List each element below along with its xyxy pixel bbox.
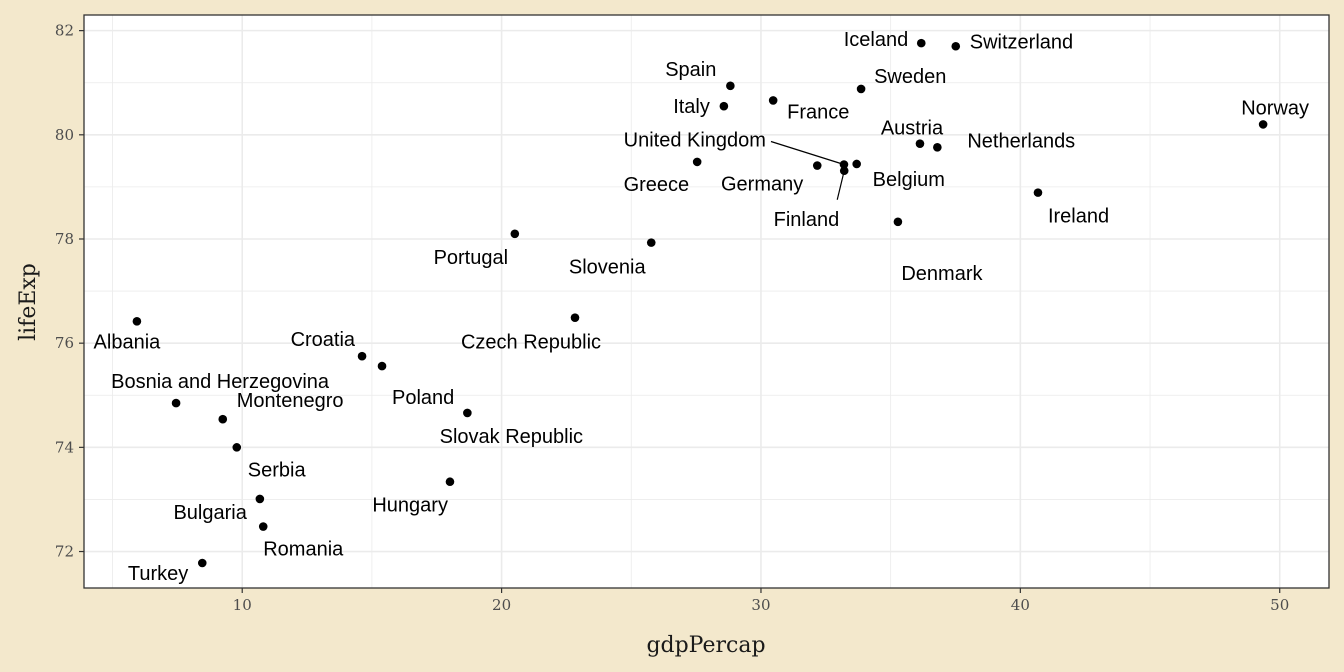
- y-tick-label: 76: [55, 334, 74, 352]
- point-finland: [839, 166, 849, 176]
- label-albania: Albania: [94, 331, 162, 353]
- point-austria: [915, 139, 925, 148]
- point-spain: [726, 81, 735, 91]
- label-spain: Spain: [665, 59, 716, 81]
- point-poland: [377, 361, 387, 371]
- y-tick-label: 78: [55, 230, 74, 248]
- label-ireland: Ireland: [1048, 206, 1109, 228]
- label-united-kingdom: United Kingdom: [624, 130, 766, 152]
- label-sweden: Sweden: [874, 66, 946, 88]
- label-italy: Italy: [673, 96, 710, 118]
- y-tick-label: 72: [55, 543, 74, 561]
- point-serbia: [232, 443, 242, 452]
- point-netherlands: [933, 143, 942, 152]
- label-leader-lines: [770, 140, 845, 200]
- leader-line-united-kingdom: [770, 140, 845, 166]
- label-bosnia-and-herzegovina: Bosnia and Herzegovina: [111, 371, 330, 393]
- plot-border: [83, 14, 1330, 589]
- point-sweden: [856, 84, 866, 94]
- label-greece: Greece: [624, 174, 690, 196]
- point-italy: [719, 101, 729, 111]
- label-switzerland: Switzerland: [970, 31, 1073, 53]
- label-denmark: Denmark: [901, 263, 983, 285]
- plot-background: [84, 15, 1329, 588]
- label-hungary: Hungary: [372, 495, 448, 517]
- x-axis-ticks: 10 20 30 40 50: [233, 588, 1289, 614]
- label-romania: Romania: [263, 539, 344, 561]
- point-croatia: [357, 351, 367, 361]
- leader-line-finland: [836, 170, 845, 200]
- y-axis-title: lifeExp: [16, 263, 41, 341]
- point-greece: [692, 157, 702, 167]
- point-france: [768, 96, 778, 105]
- point-ireland: [1033, 188, 1043, 197]
- point-czech-republic: [570, 313, 580, 322]
- y-axis-ticks: 72 74 76 78 80 82: [55, 22, 84, 561]
- label-portugal: Portugal: [434, 247, 509, 269]
- label-finland: Finland: [774, 209, 840, 231]
- point-slovenia: [646, 238, 656, 247]
- point-denmark: [893, 217, 903, 227]
- x-tick-label: 30: [751, 596, 770, 614]
- label-czech-republic: Czech Republic: [461, 332, 601, 354]
- y-tick-label: 80: [55, 126, 74, 144]
- label-bulgaria: Bulgaria: [173, 502, 247, 524]
- point-labels: Albania Austria Belgium Bosnia and Herzegov…: [94, 29, 1309, 585]
- point-romania: [258, 522, 268, 531]
- label-slovenia: Slovenia: [569, 257, 647, 279]
- point-switzerland: [951, 41, 961, 51]
- point-belgium: [852, 159, 861, 169]
- point-bosnia-and-herzegovina: [171, 398, 181, 408]
- label-slovak-republic: Slovak Republic: [440, 426, 583, 448]
- point-portugal: [510, 229, 520, 239]
- label-austria: Austria: [881, 118, 944, 140]
- point-iceland: [916, 38, 926, 48]
- point-germany: [812, 161, 822, 170]
- grid-lines: [84, 15, 1329, 588]
- point-albania: [132, 316, 142, 326]
- label-germany: Germany: [721, 174, 803, 196]
- x-axis-title: gdpPercap: [646, 633, 765, 658]
- label-belgium: Belgium: [873, 169, 945, 191]
- point-norway: [1258, 120, 1268, 129]
- data-points: [132, 38, 1268, 568]
- label-iceland: Iceland: [844, 29, 909, 51]
- point-hungary: [445, 477, 455, 487]
- label-netherlands: Netherlands: [967, 130, 1075, 152]
- y-tick-label: 82: [55, 22, 74, 40]
- x-tick-label: 10: [233, 596, 252, 614]
- label-poland: Poland: [392, 387, 454, 409]
- point-united-kingdom: [839, 160, 849, 169]
- label-norway: Norway: [1241, 97, 1309, 119]
- point-montenegro: [218, 414, 228, 424]
- point-turkey: [197, 558, 207, 568]
- y-tick-label: 74: [55, 438, 74, 456]
- x-tick-label: 40: [1011, 596, 1030, 614]
- label-croatia: Croatia: [291, 329, 356, 351]
- label-france: France: [787, 101, 849, 123]
- label-montenegro: Montenegro: [237, 390, 344, 412]
- point-slovak-republic: [463, 408, 472, 418]
- x-tick-label: 20: [492, 596, 511, 614]
- point-bulgaria: [255, 494, 265, 504]
- label-serbia: Serbia: [248, 459, 307, 481]
- label-turkey: Turkey: [128, 563, 188, 585]
- x-tick-label: 50: [1270, 596, 1289, 614]
